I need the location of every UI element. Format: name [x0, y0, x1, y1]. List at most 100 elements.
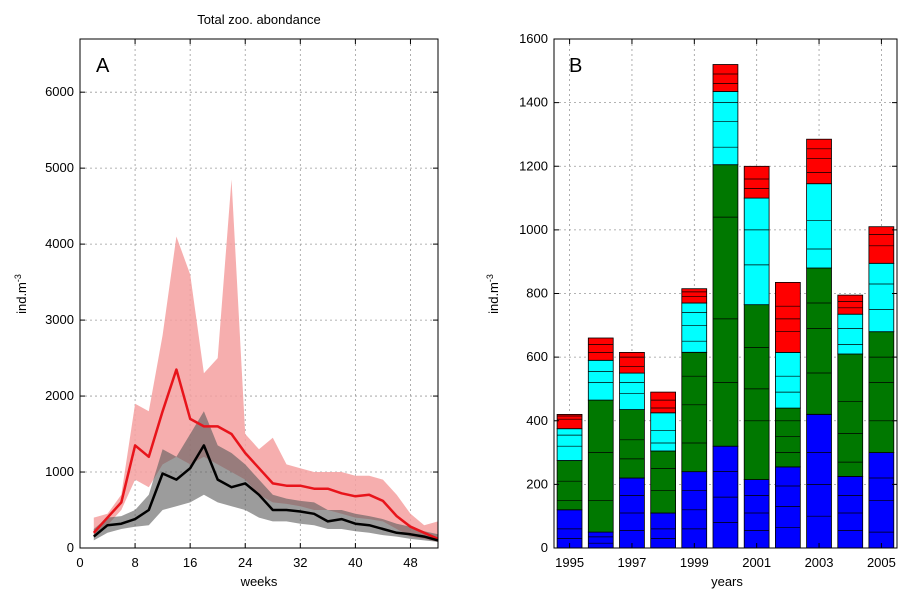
bar-segment: [868, 226, 895, 264]
y-tick-label: 5000: [45, 160, 74, 175]
x-axis-label: weeks: [240, 574, 278, 589]
bar-2002: [775, 281, 801, 549]
bar-1995: [556, 413, 583, 549]
x-tick-label: 40: [348, 555, 362, 570]
confidence-bands: [93, 179, 439, 542]
y-tick-label: 800: [526, 286, 548, 301]
y-tick-label: 3000: [45, 312, 74, 327]
y-tick-label: 1200: [519, 158, 548, 173]
bar-segment: [775, 466, 801, 549]
bar-2004: [837, 294, 864, 549]
bar-2001: [743, 165, 770, 549]
bar-segment: [806, 183, 832, 269]
bar-segment: [650, 412, 677, 452]
bar-segment: [775, 351, 801, 409]
bar-segment: [837, 294, 864, 315]
bar-2003: [806, 138, 832, 549]
y-tick-label: 1400: [519, 95, 548, 110]
y-tick-label: 6000: [45, 84, 74, 99]
bar-segment: [650, 391, 677, 414]
y-axis-label-sup: -3: [13, 274, 23, 282]
bar-segment: [587, 337, 614, 361]
bar-segment: [587, 531, 614, 549]
y-axis-label-text: ind.m: [14, 282, 29, 314]
bar-segment: [650, 512, 677, 549]
y-tick-label: 1000: [45, 464, 74, 479]
line-series-1: [93, 444, 439, 542]
svg-text:ind.m-3: ind.m-3: [13, 274, 29, 314]
y-tick-label: 0: [67, 540, 74, 555]
bar-segment: [868, 262, 895, 333]
x-tick-label: 32: [293, 555, 307, 570]
bar-segment: [837, 313, 864, 355]
bar-segment: [556, 460, 583, 511]
x-tick-label: 2005: [867, 555, 896, 570]
bar-segment: [868, 331, 895, 454]
y-tick-label: 2000: [45, 388, 74, 403]
y-tick-label: 400: [526, 413, 548, 428]
y-tick-label: 1000: [519, 222, 548, 237]
panel-b: 0 200 400 600 800 1000 1200 1400 1600 1995 1997 199…: [485, 31, 898, 589]
y-axis-label-text: ind.m: [486, 282, 501, 314]
chart-title: Total zoo. abondance: [197, 12, 321, 27]
bar-1999: [681, 288, 708, 549]
bar-segment: [587, 399, 614, 533]
y-tick-label: 200: [526, 476, 548, 491]
bar-segment: [806, 267, 832, 415]
y-axis-label-b: ind.m-3: [485, 274, 501, 314]
y-tick-label: 600: [526, 349, 548, 364]
bar-segment: [743, 165, 770, 199]
x-tick-label: 1997: [617, 555, 646, 570]
bar-segment: [712, 164, 739, 447]
bar-segment: [712, 91, 739, 166]
bar-segment: [743, 304, 770, 481]
bar-segment: [775, 407, 801, 468]
bar-segment: [806, 138, 832, 185]
bar-segment: [743, 479, 770, 549]
panel-a: Total zoo. abondance 0 8 16 24 32 40 48 0 1000 20…: [13, 12, 439, 589]
x-tick-label: 24: [238, 555, 252, 570]
x-tick-label: 48: [403, 555, 417, 570]
bar-2000: [712, 64, 739, 549]
bar-segment: [681, 351, 708, 473]
y-tick-label: 4000: [45, 236, 74, 251]
bar-segment: [681, 302, 708, 353]
x-tick-label: 0: [76, 555, 83, 570]
x-tick-label: 8: [131, 555, 138, 570]
series-lines: [92, 368, 439, 542]
stacked-bars: [556, 64, 895, 549]
panel-letter-b: B: [569, 55, 582, 77]
plot-frame-a: [79, 38, 439, 549]
axis-ticks-b: 0 200 400 600 800 1000 1200 1400 1600 1995 1997 199…: [519, 31, 897, 570]
x-tick-label: 16: [183, 555, 197, 570]
y-axis-label-a: ind.m-3: [13, 274, 29, 314]
x-tick-label: 2001: [742, 555, 771, 570]
svg-text:ind.m-3: ind.m-3: [485, 274, 501, 314]
x-tick-label: 1999: [680, 555, 709, 570]
axis-ticks-a: 0 8 16 24 32 40 48 0 1000 2000 3000 4000 5000 6000: [45, 39, 438, 570]
bar-segment: [587, 359, 614, 401]
bar-segment: [743, 197, 770, 306]
y-axis-label-sup: -3: [485, 274, 495, 282]
bar-segment: [712, 64, 739, 92]
bar-1998: [650, 391, 677, 549]
bar-segment: [619, 351, 645, 374]
x-tick-label: 1995: [555, 555, 584, 570]
bar-segment: [619, 409, 645, 479]
bar-1997: [619, 351, 645, 549]
bar-segment: [619, 372, 645, 410]
y-tick-label: 1600: [519, 31, 548, 46]
bar-segment: [837, 475, 864, 549]
x-tick-label: 2003: [805, 555, 834, 570]
y-tick-label: 0: [541, 540, 548, 555]
bar-segment: [650, 450, 677, 514]
panel-letter-a: A: [96, 55, 110, 77]
bar-segment: [681, 288, 708, 304]
bar-segment: [556, 428, 583, 461]
bar-segment: [775, 281, 801, 353]
bar-segment: [806, 413, 832, 549]
x-axis-label: years: [711, 574, 743, 589]
bar-1996: [587, 337, 614, 549]
line-series-0: [92, 368, 439, 541]
